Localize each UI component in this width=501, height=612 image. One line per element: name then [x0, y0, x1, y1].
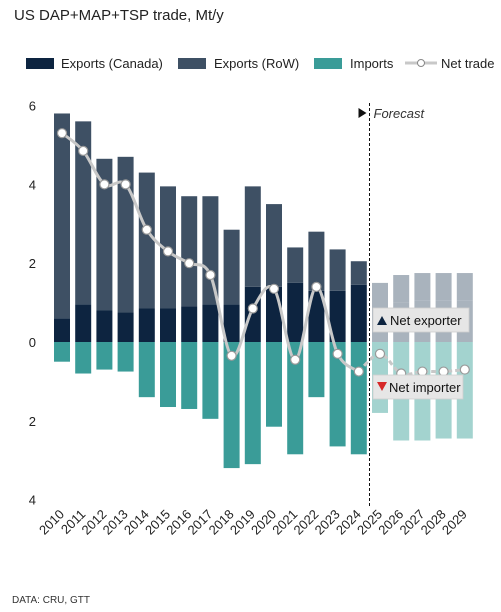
- net-trade-marker: [205, 269, 216, 281]
- bar-exports-row: [75, 121, 92, 305]
- bar-imports: [75, 342, 92, 374]
- forecast-arrow-icon: [358, 108, 367, 118]
- bar-exports-canada: [287, 282, 304, 342]
- bar-imports: [202, 342, 219, 419]
- y-tick-label: 2: [29, 256, 36, 271]
- bar-exports-row: [266, 204, 282, 287]
- bar-imports: [456, 342, 473, 439]
- bar-exports-canada: [223, 304, 240, 342]
- legend-label-1: Exports (RoW): [214, 56, 299, 71]
- bar-exports-row: [414, 273, 431, 301]
- bar-exports-row: [308, 231, 325, 291]
- legend-swatch-2: [314, 58, 342, 69]
- net-trade-marker: [459, 364, 470, 375]
- bar-exports-canada: [54, 318, 70, 342]
- bar-exports-row: [202, 196, 219, 305]
- bar-imports: [329, 342, 346, 447]
- net-trade-marker: [268, 283, 280, 294]
- bar-exports-canada: [75, 304, 92, 342]
- x-tick-label: 2029: [439, 507, 470, 538]
- net-trade-line: [56, 128, 470, 379]
- bar-exports-row: [456, 273, 473, 301]
- y-tick-label: 4: [29, 493, 36, 508]
- net-importer-box: [372, 374, 464, 400]
- bar-imports: [117, 342, 134, 372]
- legend-label-2: Imports: [350, 56, 394, 71]
- net-trade-marker: [332, 348, 343, 359]
- bar-imports: [244, 342, 261, 465]
- down-triangle-icon: [377, 382, 387, 391]
- net-trade-marker: [374, 348, 386, 359]
- legend-label-0: Exports (Canada): [61, 56, 163, 71]
- chart-title: US DAP+MAP+TSP trade, Mt/y: [14, 7, 224, 24]
- bar-exports-canada: [96, 310, 113, 342]
- net-importer-label: Net importer: [389, 380, 461, 395]
- bar-imports: [96, 342, 113, 370]
- x-axis: 2010201120122013201420152016201720182019…: [36, 507, 470, 538]
- y-tick-label: 2: [29, 414, 36, 429]
- y-tick-label: 4: [29, 177, 36, 192]
- net-trade-marker: [162, 246, 174, 257]
- bar-exports-canada: [329, 290, 346, 342]
- forecast-label: Forecast: [374, 106, 426, 121]
- bar-exports-canada: [308, 290, 325, 342]
- net-trade-marker: [78, 145, 89, 157]
- bar-exports-canada: [181, 306, 198, 342]
- net-trade-marker: [99, 179, 110, 190]
- bar-imports: [181, 342, 198, 409]
- bar-imports: [350, 342, 367, 455]
- bar-imports: [266, 342, 282, 427]
- bar-exports-row: [96, 158, 113, 311]
- bar-exports-canada: [138, 308, 155, 342]
- legend-label-net: Net trade: [441, 56, 494, 71]
- bar-exports-canada: [266, 286, 282, 342]
- net-trade-marker: [290, 354, 301, 365]
- bar-exports-canada: [117, 312, 134, 342]
- bar-exports-canada: [160, 308, 176, 342]
- bar-exports-row: [329, 249, 346, 291]
- bar-exports-canada: [350, 284, 367, 342]
- legend-swatch-0: [26, 58, 54, 69]
- bar-exports-row: [435, 273, 452, 301]
- bar-imports: [287, 342, 304, 455]
- bar-exports-row: [350, 261, 367, 285]
- bar-imports: [160, 342, 176, 408]
- bar-exports-row: [287, 247, 304, 283]
- bar-exports-row: [223, 229, 240, 305]
- net-trade-marker: [353, 366, 364, 377]
- bar-exports-row: [244, 186, 261, 287]
- annotations: Forecast Net exporter Net importer: [358, 103, 470, 508]
- net-trade-marker: [311, 281, 322, 292]
- y-tick-label: 0: [29, 335, 36, 350]
- bar-exports-row: [181, 196, 198, 307]
- bar-imports: [54, 342, 70, 362]
- bar-imports: [223, 342, 240, 469]
- data-source: DATA: CRU, GTT: [12, 595, 90, 606]
- bar-exports-canada: [202, 304, 219, 342]
- y-tick-label: 6: [29, 99, 36, 114]
- bar-exports-row: [393, 275, 410, 303]
- net-trade-marker: [184, 258, 195, 269]
- bar-exports-row: [117, 156, 134, 313]
- up-triangle-icon: [377, 316, 387, 325]
- net-trade-marker: [56, 128, 68, 139]
- net-trade-marker: [120, 179, 131, 190]
- net-exporter-label: Net exporter: [390, 313, 462, 328]
- bar-imports: [308, 342, 325, 398]
- net-trade-marker: [226, 350, 237, 361]
- net-trade-marker: [141, 224, 152, 235]
- y-axis: 4 2 0 2 4 6: [29, 99, 36, 508]
- bar-exports-row: [372, 282, 388, 309]
- legend-net-marker: [417, 59, 425, 67]
- net-trade-marker: [247, 303, 258, 314]
- net-exporter-box: [372, 307, 470, 333]
- bar-exports-row: [54, 113, 70, 319]
- legend-swatch-1: [178, 58, 206, 69]
- legend: Exports (Canada) Exports (RoW) Imports Net …: [26, 56, 494, 71]
- bar-exports-canada: [244, 286, 261, 342]
- bar-exports-row: [138, 172, 155, 309]
- bar-imports: [138, 342, 155, 398]
- net-trade-line-historic: [61, 132, 360, 373]
